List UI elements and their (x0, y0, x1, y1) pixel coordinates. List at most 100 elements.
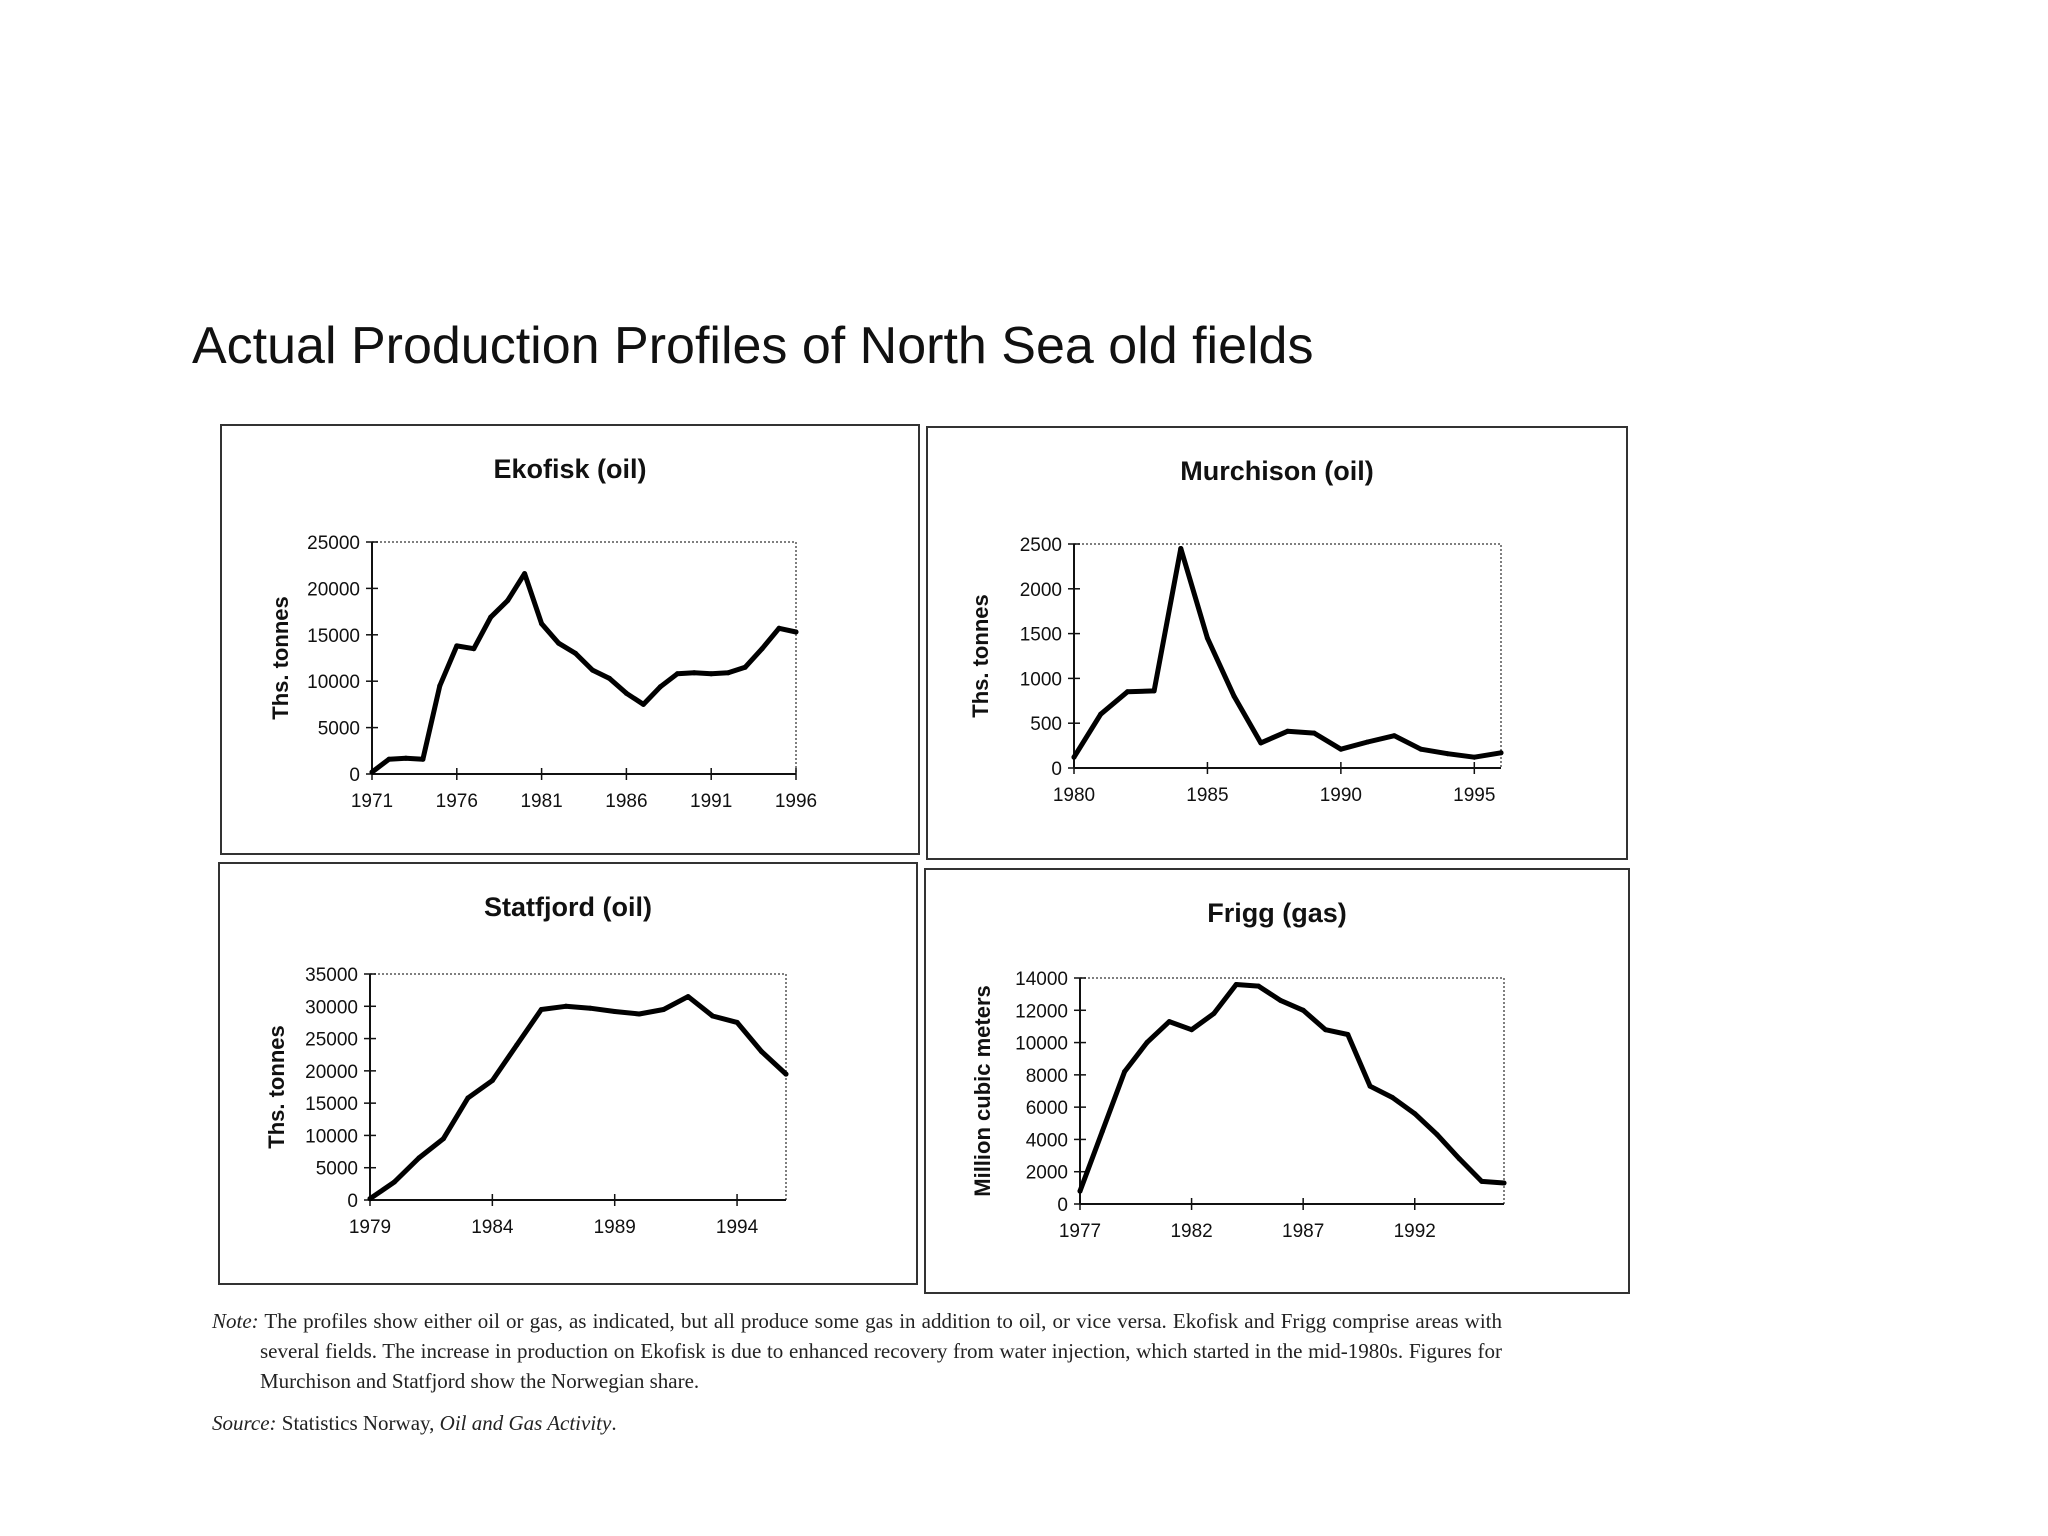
frigg-x-tick-label: 1977 (1059, 1221, 1101, 1242)
frigg-y-tick-label: 6000 (1026, 1098, 1068, 1119)
ekofisk-x-tick-label: 1976 (436, 791, 478, 812)
ekofisk-data-point (437, 683, 443, 689)
ekofisk-data-point (776, 625, 782, 631)
statfjord-data-point (612, 1009, 618, 1014)
statfjord-data-point (465, 1095, 471, 1101)
source-paragraph: Source: Statistics Norway, Oil and Gas A… (212, 1408, 1502, 1438)
murchison-chart-panel: Murchison (oil) Ths. tonnes 0 500 1000 1500… (926, 426, 1628, 860)
ekofisk-data-point (674, 671, 680, 677)
frigg-chart-title: Frigg (gas) (1207, 898, 1347, 928)
frigg-y-tick-label: 8000 (1026, 1066, 1068, 1087)
frigg-chart-panel: Frigg (gas) Million cubic meters 0 2000 40… (924, 868, 1630, 1294)
frigg-data-point (1233, 982, 1239, 987)
frigg-plot: 0 2000 4000 6000 8000 10000 12000 14000 1977 1982… (1015, 969, 1507, 1242)
frigg-data-point (1166, 1019, 1172, 1025)
murchison-data-point (1151, 688, 1157, 694)
murchison-x-tick-label: 1980 (1053, 785, 1095, 806)
statfjord-data-point (587, 1005, 593, 1011)
statfjord-y-tick-label: 15000 (305, 1094, 358, 1115)
murchison-x-tick-label: 1985 (1186, 785, 1228, 806)
frigg-data-point (1256, 983, 1261, 989)
ekofisk-y-tick-label: 25000 (307, 533, 360, 554)
ekofisk-data-point (522, 571, 528, 577)
ekofisk-data-point (505, 598, 511, 603)
statfjord-data-point (759, 1049, 764, 1054)
ekofisk-x-tick-label: 1986 (605, 791, 647, 812)
ekofisk-data-point (657, 684, 663, 690)
statfjord-data-point (636, 1011, 642, 1017)
ekofisk-y-tick-label: 0 (349, 765, 360, 786)
murchison-y-tick-label: 1500 (1020, 625, 1062, 646)
statfjord-x-tick-label: 1989 (594, 1217, 636, 1238)
frigg-data-point (1323, 1027, 1328, 1033)
statfjord-x-tick-label: 1984 (471, 1217, 514, 1238)
note-paragraph: Note: The profiles show either oil or ga… (212, 1306, 1502, 1396)
statfjord-data-point (783, 1071, 789, 1077)
frigg-data-point (1434, 1132, 1440, 1138)
murchison-data-point (1258, 740, 1264, 746)
statfjord-y-tick-label: 5000 (316, 1159, 358, 1180)
ekofisk-data-point (369, 769, 375, 775)
source-publication: Oil and Gas Activity (439, 1411, 612, 1435)
frigg-data-point (1144, 1040, 1150, 1046)
frigg-data-point (1278, 998, 1284, 1004)
ekofisk-data-point (793, 629, 799, 635)
statfjord-data-point (489, 1078, 495, 1083)
frigg-y-tick-label: 2000 (1026, 1163, 1068, 1184)
statfjord-chart-panel: Statfjord (oil) Ths. tonnes 0 5000 10000 15… (218, 862, 918, 1285)
murchison-data-point (1338, 746, 1344, 752)
ekofisk-data-point (691, 670, 697, 676)
ekofisk-data-point (471, 646, 477, 652)
ekofisk-chart-title: Ekofisk (oil) (493, 454, 647, 484)
frigg-data-point (1389, 1095, 1395, 1100)
frigg-y-tick-label: 0 (1057, 1195, 1068, 1216)
ekofisk-x-tick-label: 1996 (775, 791, 817, 812)
murchison-data-point (1285, 728, 1290, 734)
ekofisk-data-point (623, 690, 629, 696)
murchison-chart-title: Murchison (oil) (1180, 456, 1374, 486)
murchison-y-tick-label: 500 (1030, 714, 1062, 735)
ekofisk-data-point (742, 664, 748, 670)
ekofisk-y-tick-label: 5000 (318, 719, 360, 740)
frigg-plot-frame (1079, 977, 1505, 1205)
frigg-y-tick-label: 14000 (1015, 969, 1068, 990)
frigg-x-tick-label: 1992 (1394, 1221, 1436, 1242)
statfjord-data-point (685, 994, 691, 1000)
statfjord-data-point (392, 1179, 397, 1185)
murchison-y-tick-label: 2500 (1020, 535, 1062, 556)
frigg-y-tick-label: 10000 (1015, 1034, 1068, 1055)
murchison-data-point (1365, 739, 1371, 745)
statfjord-data-point (661, 1007, 667, 1012)
ekofisk-y-tick-label: 15000 (307, 626, 360, 647)
ekofisk-chart-panel: Ekofisk (oil) Ths. tonnes 0 5000 10000 1500… (220, 424, 920, 855)
statfjord-data-point (538, 1007, 544, 1012)
ekofisk-data-point (606, 675, 612, 681)
ekofisk-data-point (725, 670, 731, 676)
statfjord-y-tick-label: 20000 (305, 1062, 358, 1083)
statfjord-x-tick-label: 1979 (349, 1217, 391, 1238)
frigg-series-line (1077, 982, 1507, 1194)
frigg-data-point (1456, 1156, 1462, 1162)
statfjord-data-point (710, 1013, 716, 1019)
statfjord-plot: 0 5000 10000 15000 20000 25000 30000 35000 1979 1… (305, 965, 789, 1238)
murchison-y-tick-label: 0 (1051, 759, 1062, 780)
murchison-plot-frame (1073, 543, 1502, 769)
murchison-data-point (1445, 751, 1451, 757)
statfjord-data-point (367, 1196, 373, 1202)
murchison-x-tick-label: 1995 (1453, 785, 1495, 806)
murchison-series-line (1071, 546, 1504, 760)
murchison-data-point (1098, 711, 1104, 717)
frigg-data-point (1122, 1069, 1128, 1075)
statfjord-data-point (734, 1019, 740, 1025)
source-label: Source: (212, 1411, 277, 1435)
note-text: The profiles show either oil or gas, as … (260, 1309, 1502, 1393)
statfjord-y-tick-label: 25000 (305, 1030, 358, 1051)
murchison-data-point (1124, 689, 1130, 695)
murchison-y-tick-label: 1000 (1020, 669, 1062, 690)
statfjord-chart-title: Statfjord (oil) (484, 892, 652, 922)
murchison-data-point (1178, 546, 1184, 551)
note-label: Note: (212, 1309, 259, 1333)
ekofisk-x-tick-label: 1971 (351, 791, 393, 812)
ekofisk-data-point (573, 650, 578, 656)
frigg-data-point (1345, 1032, 1351, 1037)
